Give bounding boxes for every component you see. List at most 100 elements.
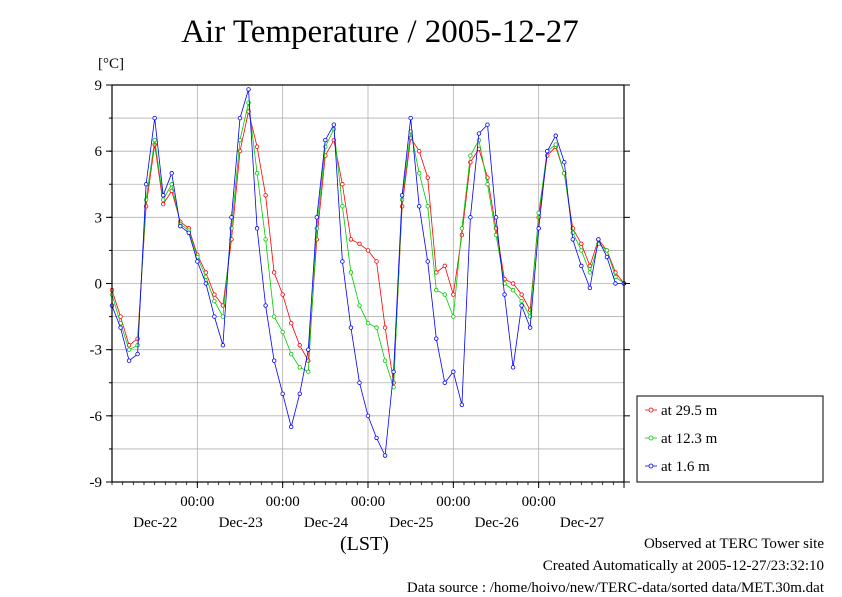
data-point — [297, 365, 302, 370]
data-point — [348, 237, 354, 242]
data-point — [263, 193, 268, 198]
data-point — [297, 391, 302, 396]
data-point — [152, 142, 157, 147]
data-point — [434, 336, 439, 341]
data-point — [476, 137, 482, 143]
data-point — [613, 281, 618, 286]
y-tick-label: -6 — [90, 409, 103, 425]
data-point — [374, 325, 379, 330]
data-point — [195, 259, 200, 264]
data-point — [510, 365, 516, 370]
data-point — [160, 193, 166, 198]
data-point — [374, 259, 379, 264]
data-point — [408, 115, 413, 121]
data-point — [417, 171, 422, 176]
data-point — [212, 314, 217, 319]
data-point — [434, 287, 439, 293]
series-3 — [109, 87, 627, 458]
data-point — [254, 171, 260, 176]
data-point — [451, 314, 456, 319]
data-point — [348, 270, 354, 275]
data-point — [212, 298, 217, 304]
data-point — [246, 87, 251, 92]
legend-swatch-marker — [648, 463, 654, 469]
data-point — [459, 402, 465, 408]
legend-label: at 1.6 m — [661, 459, 710, 475]
data-point — [468, 215, 473, 220]
y-tick-label: 0 — [95, 277, 103, 293]
data-point — [203, 274, 209, 280]
y-tick-label: 6 — [95, 144, 103, 160]
data-point — [604, 248, 610, 253]
data-point — [143, 182, 149, 187]
data-point — [306, 369, 311, 374]
data-point — [587, 285, 593, 291]
data-point — [459, 232, 465, 238]
data-point — [365, 413, 371, 419]
data-point — [553, 142, 558, 147]
data-point — [348, 325, 354, 330]
data-point — [254, 226, 260, 231]
x-tick-date-label: Dec-22 — [133, 515, 177, 531]
x-tick-time-label: 00:00 — [436, 494, 470, 510]
data-point — [468, 153, 473, 158]
data-point — [314, 215, 319, 220]
y-tick-label: 3 — [95, 210, 103, 226]
data-point — [451, 369, 456, 374]
data-point — [519, 298, 524, 304]
data-point — [485, 122, 490, 127]
created-at-text: Created Automatically at 2005-12-27/23:3… — [542, 558, 824, 574]
data-point — [417, 204, 422, 209]
data-point — [126, 358, 132, 363]
y-tick-label: 9 — [95, 78, 103, 94]
legend-label: at 29.5 m — [661, 403, 718, 419]
data-point — [271, 270, 277, 275]
data-point — [297, 343, 302, 348]
data-point — [237, 137, 243, 143]
data-point — [357, 303, 362, 308]
data-point — [493, 215, 499, 220]
legend-label: at 12.3 m — [661, 431, 718, 447]
legend: at 29.5 m at 12.3 m at 1.6 m — [636, 395, 824, 483]
x-axis-title: (LST) — [340, 533, 389, 555]
data-point — [160, 197, 166, 202]
x-tick-time-label: 00:00 — [180, 494, 214, 510]
legend-box — [636, 395, 824, 483]
chart-title: Air Temperature / 2005-12-27 — [181, 14, 579, 50]
data-point — [562, 159, 567, 165]
data-point — [604, 254, 610, 260]
data-point — [536, 226, 541, 231]
grid-layer — [112, 84, 624, 483]
data-point — [280, 391, 285, 396]
data-point — [510, 281, 516, 286]
data-point — [570, 237, 575, 242]
data-point — [135, 351, 140, 357]
data-point — [289, 424, 294, 430]
legend-swatch-marker — [648, 435, 654, 441]
data-point — [331, 122, 337, 127]
x-tick-date-label: Dec-24 — [304, 515, 349, 531]
data-point — [596, 237, 601, 242]
y-axis-unit-label: [°C] — [98, 56, 124, 72]
data-point — [306, 358, 311, 363]
data-point — [229, 226, 234, 231]
data-point — [417, 148, 422, 154]
data-point — [579, 248, 584, 253]
data-point — [519, 303, 524, 308]
data-point — [263, 303, 268, 308]
data-point — [357, 241, 362, 246]
data-point — [382, 358, 388, 363]
y-tick-label: -9 — [90, 475, 103, 491]
data-point — [323, 137, 328, 143]
data-point — [203, 281, 209, 286]
data-point — [425, 259, 430, 264]
data-point — [476, 131, 482, 136]
data-point — [186, 230, 191, 235]
data-point — [451, 292, 456, 297]
data-point — [442, 380, 447, 385]
data-point — [374, 435, 379, 441]
data-point — [280, 292, 285, 297]
data-point — [152, 115, 157, 121]
legend-swatch-marker — [648, 407, 654, 413]
